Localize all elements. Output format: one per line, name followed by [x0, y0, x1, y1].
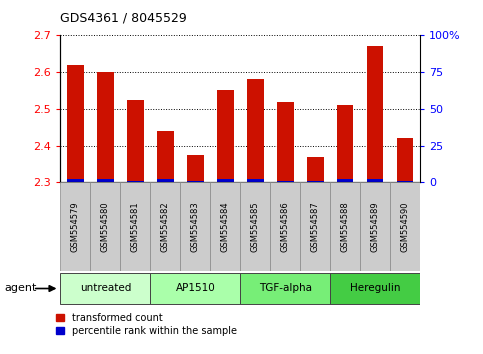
Bar — [67, 179, 84, 182]
Text: GSM554580: GSM554580 — [101, 201, 110, 252]
Bar — [157, 179, 173, 182]
Bar — [120, 182, 150, 271]
Bar — [307, 156, 324, 182]
Bar — [60, 182, 90, 271]
Bar — [247, 80, 264, 182]
Text: GDS4361 / 8045529: GDS4361 / 8045529 — [60, 12, 187, 25]
Text: Heregulin: Heregulin — [350, 283, 400, 293]
Text: AP1510: AP1510 — [175, 283, 215, 293]
Bar — [390, 182, 420, 271]
Bar — [210, 182, 240, 271]
Bar — [90, 182, 120, 271]
Bar — [367, 46, 384, 182]
Bar — [397, 138, 413, 182]
Bar — [187, 155, 203, 182]
Bar — [247, 179, 264, 182]
Bar — [330, 273, 420, 304]
Text: GSM554590: GSM554590 — [401, 201, 410, 252]
Text: GSM554588: GSM554588 — [341, 201, 350, 252]
Bar — [397, 181, 413, 182]
Bar — [337, 179, 354, 182]
Text: GSM554589: GSM554589 — [371, 201, 380, 252]
Text: GSM554579: GSM554579 — [71, 201, 80, 252]
Bar — [127, 181, 143, 182]
Bar — [360, 182, 390, 271]
Text: TGF-alpha: TGF-alpha — [259, 283, 312, 293]
Bar — [241, 182, 270, 271]
Text: GSM554586: GSM554586 — [281, 201, 290, 252]
Text: GSM554581: GSM554581 — [131, 201, 140, 252]
Bar — [97, 179, 114, 182]
Bar — [241, 273, 330, 304]
Bar — [330, 182, 360, 271]
Bar — [127, 100, 143, 182]
Bar — [217, 91, 234, 182]
Bar — [157, 131, 173, 182]
Text: untreated: untreated — [80, 283, 131, 293]
Bar — [150, 182, 180, 271]
Bar — [270, 182, 300, 271]
Bar — [367, 179, 384, 182]
Bar — [187, 181, 203, 182]
Bar — [217, 179, 234, 182]
Bar — [277, 102, 294, 182]
Legend: transformed count, percentile rank within the sample: transformed count, percentile rank withi… — [56, 313, 237, 336]
Text: GSM554587: GSM554587 — [311, 201, 320, 252]
Bar — [307, 181, 324, 182]
Text: GSM554582: GSM554582 — [161, 201, 170, 252]
Text: GSM554583: GSM554583 — [191, 201, 200, 252]
Bar — [97, 72, 114, 182]
Bar — [337, 105, 354, 182]
Text: GSM554585: GSM554585 — [251, 201, 260, 252]
Text: GSM554584: GSM554584 — [221, 201, 230, 252]
Bar — [150, 273, 240, 304]
Text: agent: agent — [5, 283, 37, 293]
Bar — [277, 181, 294, 182]
Bar — [60, 273, 150, 304]
Bar — [300, 182, 330, 271]
Bar — [180, 182, 210, 271]
Bar — [67, 65, 84, 182]
